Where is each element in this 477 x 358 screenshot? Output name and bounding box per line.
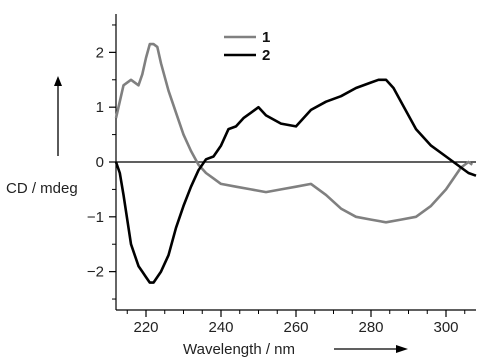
legend: 1 2	[224, 29, 270, 64]
x-tick-label: 280	[358, 319, 383, 336]
x-axis-title: Wavelength / nm	[183, 341, 295, 358]
y-tick-label: 0	[96, 154, 104, 171]
series-1-line	[114, 42, 474, 224]
x-axis-title-group: Wavelength / nm	[183, 341, 408, 358]
y-axis-ticks: −2 −1 0 1 2	[87, 24, 116, 300]
x-tick-label: 300	[433, 319, 458, 336]
x-tick-label: 220	[133, 319, 158, 336]
y-tick-label: 1	[96, 99, 104, 116]
x-tick-label: 260	[283, 319, 308, 336]
x-axis-arrow-head	[396, 345, 408, 353]
y-tick-label: −1	[87, 209, 104, 226]
legend-label-series-2: 2	[262, 47, 270, 64]
y-tick-label: 2	[96, 44, 104, 61]
legend-label-series-1: 1	[262, 29, 270, 46]
y-axis-arrow-head	[54, 76, 62, 86]
series-2-line	[114, 78, 477, 284]
series-layer	[114, 42, 477, 284]
x-tick-label: 240	[208, 319, 233, 336]
x-axis-ticks: 220 240 260 280 300	[126, 310, 466, 336]
y-axis-title: CD / mdeg	[6, 180, 78, 197]
y-tick-label: −2	[87, 264, 104, 281]
plot-frame	[115, 14, 476, 311]
y-axis-title-group: CD / mdeg	[6, 76, 78, 197]
